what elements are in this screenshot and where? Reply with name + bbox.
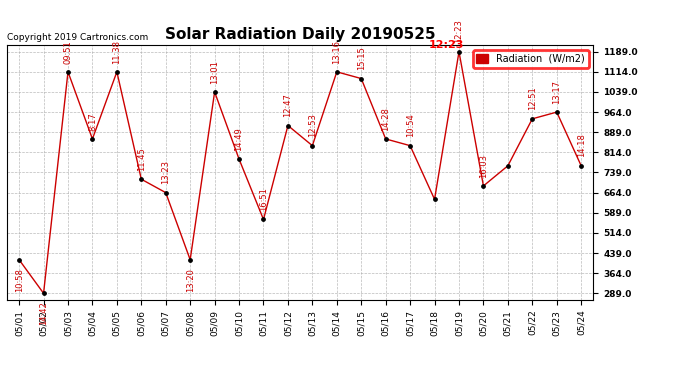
- Text: 10:58: 10:58: [14, 268, 23, 292]
- Point: [185, 257, 196, 263]
- Text: 13:23: 13:23: [161, 160, 170, 184]
- Title: Solar Radiation Daily 20190525: Solar Radiation Daily 20190525: [165, 27, 435, 42]
- Point: [160, 190, 171, 196]
- Text: 09:51: 09:51: [63, 40, 72, 63]
- Text: 13:20: 13:20: [186, 268, 195, 292]
- Text: 12:47: 12:47: [284, 93, 293, 117]
- Point: [282, 123, 293, 129]
- Text: 16:51: 16:51: [259, 187, 268, 211]
- Text: 15:15: 15:15: [357, 46, 366, 70]
- Point: [331, 69, 342, 75]
- Text: 13:01: 13:01: [210, 60, 219, 84]
- Point: [209, 89, 220, 95]
- Text: 11:38: 11:38: [112, 39, 121, 63]
- Point: [380, 136, 391, 142]
- Text: 14:42: 14:42: [39, 302, 48, 326]
- Text: 12:23: 12:23: [455, 20, 464, 44]
- Text: 8:17: 8:17: [88, 112, 97, 130]
- Point: [14, 257, 25, 263]
- Text: 13:17: 13:17: [552, 80, 561, 104]
- Text: 14:18: 14:18: [577, 134, 586, 158]
- Point: [526, 116, 538, 122]
- Point: [429, 196, 440, 202]
- Text: 10:54: 10:54: [406, 114, 415, 137]
- Point: [502, 163, 513, 169]
- Text: 12:51: 12:51: [528, 87, 537, 111]
- Point: [111, 69, 122, 75]
- Point: [63, 69, 74, 75]
- Point: [478, 183, 489, 189]
- Point: [551, 109, 562, 115]
- Text: 12:53: 12:53: [308, 114, 317, 137]
- Text: 11:45: 11:45: [137, 147, 146, 171]
- Point: [87, 136, 98, 142]
- Text: 14:28: 14:28: [381, 107, 390, 130]
- Point: [136, 176, 147, 182]
- Text: 16:03: 16:03: [479, 154, 488, 178]
- Point: [356, 75, 367, 81]
- Point: [404, 142, 415, 148]
- Point: [233, 156, 244, 162]
- Point: [575, 163, 586, 169]
- Point: [258, 216, 269, 222]
- Point: [453, 49, 464, 55]
- Text: 13:16: 13:16: [333, 39, 342, 63]
- Text: 14:49: 14:49: [235, 127, 244, 151]
- Point: [38, 290, 49, 296]
- Text: 12:23: 12:23: [428, 39, 464, 50]
- Legend: Radiation  (W/m2): Radiation (W/m2): [473, 50, 589, 68]
- Point: [307, 142, 318, 148]
- Text: Copyright 2019 Cartronics.com: Copyright 2019 Cartronics.com: [7, 33, 148, 42]
